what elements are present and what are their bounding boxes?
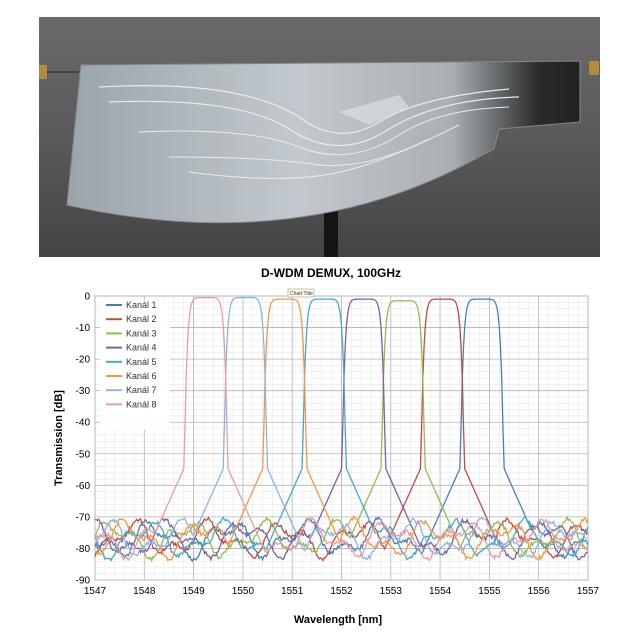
legend-background	[100, 300, 170, 430]
y-axis-title: Transmission [dB]	[53, 390, 65, 486]
y-tick-label: -40	[76, 418, 91, 429]
x-tick-label: 1555	[478, 586, 501, 597]
x-tick-label: 1553	[380, 586, 403, 597]
legend-label: Kanál 8	[126, 399, 157, 409]
y-tick-label: -10	[76, 323, 91, 334]
legend-label: Kanál 5	[126, 357, 157, 367]
x-tick-label: 1551	[281, 586, 304, 597]
series-line	[94, 300, 589, 563]
x-tick-label: 1556	[528, 586, 551, 597]
legend-label: Kanál 2	[126, 314, 157, 324]
x-tick-label: 1557	[577, 586, 600, 597]
legend-label: Kanál 4	[126, 343, 157, 353]
y-tick-label: -80	[76, 544, 91, 555]
x-axis-ticks: 1547 1548 1549 1550 1551 1552 1553 1554 1555 1556…	[84, 586, 600, 597]
y-tick-label: -60	[76, 481, 91, 492]
y-tick-label: -70	[76, 512, 91, 523]
legend-label: Kanál 7	[126, 385, 157, 395]
series-line	[94, 298, 589, 562]
x-tick-label: 1549	[182, 586, 205, 597]
series-line	[94, 296, 589, 562]
transmission-chart: D-WDM DEMUX, 100GHz 0 -10 -20 -30 -40 -50 -60 -…	[53, 266, 600, 626]
legend-label: Kanál 3	[126, 328, 157, 338]
legend-items: Kanál 1 Kanál 2 Kanál 3 Kanál 4 Kanál 5 Kanál…	[106, 300, 157, 409]
y-tick-label: -20	[76, 355, 91, 366]
legend-label: Kanál 6	[126, 371, 157, 381]
legend: Kanál 1 Kanál 2 Kanál 3 Kanál 4 Kanál 5 Kanál…	[100, 300, 170, 430]
chart-title-tooltip: Chart Title	[287, 288, 315, 298]
x-tick-label: 1554	[429, 586, 452, 597]
y-axis-ticks: 0 -10 -20 -30 -40 -50 -60 -70 -80 -90	[76, 292, 91, 587]
y-tick-label: -30	[76, 386, 91, 397]
y-tick-label: 0	[84, 292, 90, 303]
chip-photo	[39, 17, 600, 257]
series-lines	[94, 296, 589, 563]
tooltip-text: Chart Title	[290, 291, 313, 297]
y-tick-label: -50	[76, 449, 91, 460]
x-tick-label: 1550	[232, 586, 255, 597]
x-tick-label: 1552	[330, 586, 353, 597]
chart-title: D-WDM DEMUX, 100GHz	[261, 266, 401, 280]
x-axis-title: Wavelength [nm]	[294, 614, 383, 626]
tooltip-box	[287, 288, 315, 298]
series-line	[94, 298, 589, 562]
x-tick-label: 1548	[133, 586, 156, 597]
x-tick-label: 1547	[84, 586, 107, 597]
y-tick-label: -90	[76, 576, 91, 587]
plot-area	[94, 295, 589, 581]
legend-label: Kanál 1	[126, 300, 157, 310]
series-line	[94, 298, 589, 562]
